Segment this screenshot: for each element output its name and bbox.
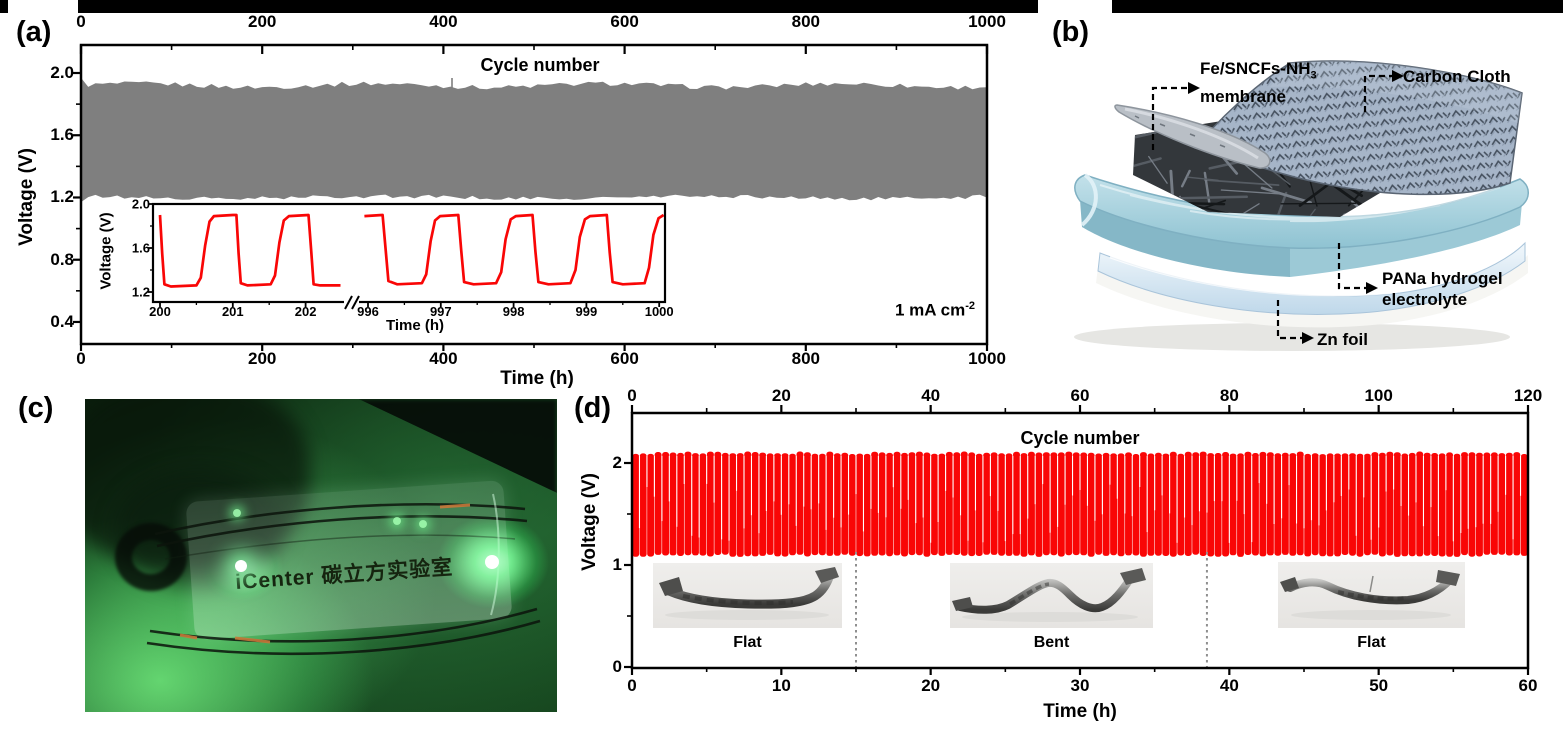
panel-a-cycling-chart: (a) Cycle number Voltage (V) Time (h) 1 … xyxy=(0,0,1040,400)
led-bright-left xyxy=(235,560,247,572)
panel-a-plot-svg xyxy=(73,43,989,351)
a-bottom-tick-label: 800 xyxy=(791,349,820,368)
a-inset-x-tick-label: 998 xyxy=(502,304,525,319)
hydrogel-front-face xyxy=(1080,200,1290,277)
a-inset-x-tick-label: 202 xyxy=(294,304,317,319)
a-y-tick-label: 1.2 xyxy=(50,187,74,207)
membrane-flap xyxy=(1114,104,1271,169)
d-bottom-tick-label: 10 xyxy=(771,676,791,695)
d-y-tick-label: 1 xyxy=(612,555,622,574)
d-bottom-tick-label: 30 xyxy=(1070,676,1090,695)
a-y-tick-label: 0.4 xyxy=(50,311,74,331)
d-y-tick-label: 2 xyxy=(612,453,622,472)
a-cycling-band xyxy=(81,77,987,203)
top-bar-notch-left xyxy=(8,0,78,13)
a-top-tick-label: 800 xyxy=(791,12,820,31)
d-top-tick-label: 120 xyxy=(1513,386,1543,405)
d-bottom-tick-label: 20 xyxy=(921,676,941,695)
panel-b-label: (b) xyxy=(1052,16,1090,48)
carbon-cloth-sheen xyxy=(1270,61,1522,123)
membrane-flap-speckles xyxy=(1134,115,1226,148)
led-dim-1 xyxy=(233,509,241,517)
photo-circuit-traces-svg xyxy=(146,493,541,656)
a-y-tick-label: 1.6 xyxy=(50,125,74,145)
a-top-tick-label: 0 xyxy=(76,12,86,31)
hydrogel-layer xyxy=(1074,174,1529,250)
a-inset-x-tick-label: 1000 xyxy=(644,304,674,319)
inset-photo-flat-1 xyxy=(653,563,842,628)
d-y-tick-label: 0 xyxy=(612,657,622,676)
panel-a-ylabel: Voltage (V) xyxy=(16,148,37,246)
top-black-bar xyxy=(0,0,1563,13)
panel-d-top-axis-title: Cycle number xyxy=(1020,428,1140,448)
inset-caption-flat-2: Flat xyxy=(1357,634,1386,651)
carbon-cloth-callout-label: Carbon Cloth xyxy=(1403,67,1511,86)
a-top-tick-label: 600 xyxy=(610,12,639,31)
a-bottom-tick-label: 400 xyxy=(429,349,458,368)
top-bar-notch-right xyxy=(1038,0,1112,13)
membrane-flap-highlight xyxy=(1124,107,1259,160)
a-inset-y-tick-label: 1.6 xyxy=(131,240,150,256)
hydrogel-left-edge xyxy=(1080,173,1098,227)
zn-foil-callout-label: Zn foil xyxy=(1317,330,1368,349)
membrane-callout-label: Fe/SNCFs-NH3 membrane xyxy=(1200,59,1317,107)
panel-b-illustration-svg xyxy=(1074,60,1529,351)
led-dim-2 xyxy=(393,517,401,525)
d-top-tick-label: 60 xyxy=(1070,386,1090,405)
d-bottom-tick-label: 60 xyxy=(1518,676,1538,695)
a-top-tick-label: 200 xyxy=(248,12,277,31)
a-inset-y-tick-label: 2.0 xyxy=(131,196,150,212)
panel-b-device-schematic: (b) xyxy=(1040,0,1563,375)
panel-d-plot-svg xyxy=(624,405,1530,675)
panel-a-xlabel: Time (h) xyxy=(500,368,574,389)
d-bottom-tick-label: 50 xyxy=(1369,676,1389,695)
panel-a-inset-ylabel: Voltage (V) xyxy=(97,212,115,290)
inset-caption-bent: Bent xyxy=(1033,634,1070,651)
panel-a-current-density-annotation: 1 mA cm-2 xyxy=(894,300,975,320)
base-sheet xyxy=(1096,255,1528,328)
d-bottom-tick-label: 0 xyxy=(627,676,637,695)
a-inset-x-tick-label: 997 xyxy=(429,304,452,319)
a-inset-voltage-curve-1 xyxy=(364,213,664,286)
bent-strip-drawing xyxy=(952,568,1146,622)
a-inset-x-tick-label: 999 xyxy=(575,304,598,319)
a-top-tick-label: 400 xyxy=(429,12,458,31)
panel-c-label: (c) xyxy=(18,392,54,424)
panel-a-top-axis-title: Cycle number xyxy=(480,55,600,75)
carbon-cloth-layer xyxy=(1193,60,1523,196)
a-y-tick-label: 0.8 xyxy=(50,249,74,269)
panel-c-photo-flexible-battery-leds: iCenter 碳立方实验室 xyxy=(85,399,557,712)
zn-foil-highlight xyxy=(1109,255,1396,297)
callout-arrowheads xyxy=(1188,70,1404,344)
a-inset-x-tick-label: 200 xyxy=(149,304,171,319)
a-bottom-tick-label: 0 xyxy=(76,349,86,368)
callout-connectors xyxy=(1151,74,1392,340)
led-bright-right xyxy=(485,555,499,569)
inset-photo-bent xyxy=(950,563,1153,628)
a-y-tick-label: 2.0 xyxy=(50,63,74,82)
a-bottom-tick-label: 200 xyxy=(248,349,277,368)
flat-strip-2-drawing xyxy=(1280,570,1460,620)
a-inset-x-tick-label: 996 xyxy=(357,304,379,319)
panel-a-inset-xlabel: Time (h) xyxy=(385,317,445,334)
hydrogel-callout-label: PANa hydrogel electrolyte xyxy=(1382,269,1503,309)
inset-photo-flat-2 xyxy=(1278,562,1465,628)
a-inset-voltage-curve-0 xyxy=(158,213,341,288)
led-dim-3 xyxy=(419,520,427,528)
d-axes-frame xyxy=(630,411,1530,670)
a-bottom-tick-label: 1000 xyxy=(968,349,1006,368)
d-bottom-tick-label: 40 xyxy=(1219,676,1239,695)
inset-caption-flat-1: Flat xyxy=(733,634,762,651)
a-inset-x-tick-label: 201 xyxy=(221,304,244,319)
a-bottom-tick-label: 600 xyxy=(610,349,639,368)
a-top-tick-label: 1000 xyxy=(968,12,1006,31)
a-inset-y-tick-label: 1.2 xyxy=(131,284,150,300)
d-top-tick-label: 100 xyxy=(1364,386,1393,405)
d-top-tick-label: 80 xyxy=(1219,386,1239,405)
flat-strip-drawing xyxy=(659,567,839,620)
panel-a-label: (a) xyxy=(16,16,52,48)
panel-d-ylabel: Voltage (V) xyxy=(579,473,600,571)
panel-d-xlabel: Time (h) xyxy=(1043,701,1117,722)
